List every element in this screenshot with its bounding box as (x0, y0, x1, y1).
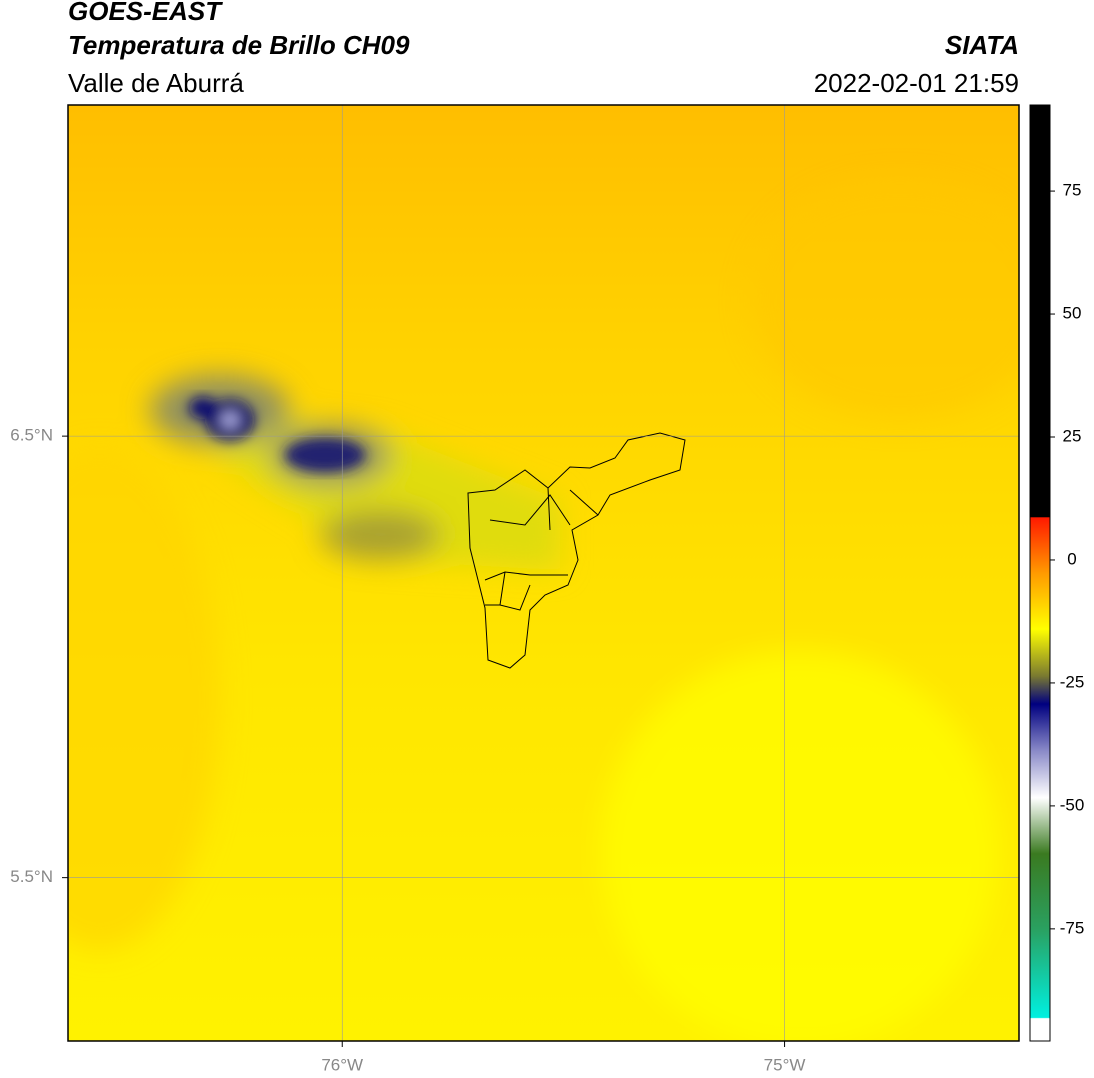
source: SIATA (945, 30, 1019, 60)
colorbar-tick-label: 25 (1063, 426, 1082, 445)
y-tick-label: 6.5°N (10, 426, 53, 445)
y-tick-label: 5.5°N (10, 867, 53, 886)
title: GOES-EAST (68, 0, 223, 26)
x-tick-label: 75°W (764, 1055, 806, 1074)
graticule (68, 105, 1019, 1041)
map-frame (67, 104, 1020, 1042)
colorbar-tick-label: 50 (1063, 304, 1082, 323)
subtitle: Temperatura de Brillo CH09 (68, 30, 410, 60)
colorbar-tick-label: 75 (1063, 181, 1082, 200)
colorbar-tick-label: -25 (1060, 672, 1085, 691)
x-tick-label: 76°W (321, 1055, 363, 1074)
valley-outline (467, 432, 686, 669)
map-field (68, 105, 1019, 1041)
colorbar-tick-label: -75 (1060, 918, 1085, 937)
datetime: 2022-02-01 21:59 (814, 68, 1019, 98)
colorbar (1029, 104, 1051, 1042)
region: Valle de Aburrá (68, 68, 244, 98)
colorbar-tick-label: -50 (1060, 795, 1085, 814)
colorbar-tick-label: 0 (1067, 549, 1076, 568)
